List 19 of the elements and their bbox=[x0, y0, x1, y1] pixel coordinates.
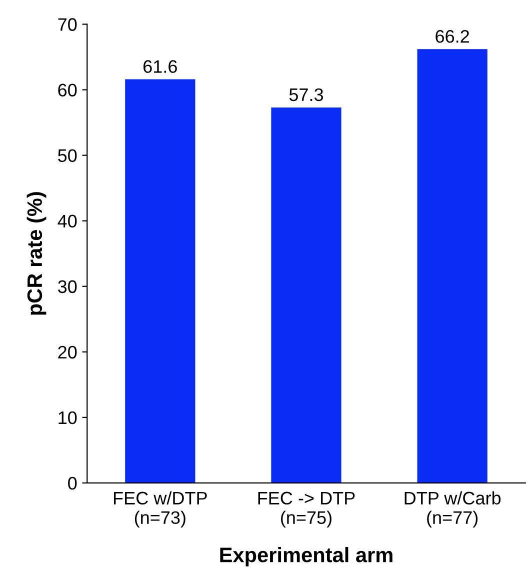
bar bbox=[417, 49, 488, 483]
y-tick-label: 0 bbox=[68, 476, 77, 490]
x-tick-label: DTP w/Carb (n=77) bbox=[404, 491, 501, 528]
y-tick-label: 10 bbox=[58, 411, 77, 424]
data-label: 57.3 bbox=[289, 88, 324, 102]
bar bbox=[271, 107, 342, 483]
y-axis-title: pCR rate (%) bbox=[26, 192, 46, 315]
y-tick-label: 20 bbox=[58, 346, 77, 359]
x-tick-label: FEC w/DTP (n=73) bbox=[114, 491, 207, 528]
data-label: 61.6 bbox=[144, 60, 177, 73]
y-tick-label: 40 bbox=[58, 214, 77, 228]
data-label: 66.2 bbox=[436, 30, 469, 43]
y-tick-label: 70 bbox=[58, 18, 77, 31]
bar bbox=[125, 79, 196, 483]
x-axis-title: Experimental arm bbox=[220, 547, 392, 566]
y-tick-label: 60 bbox=[58, 84, 77, 96]
y-tick-label: 30 bbox=[58, 280, 77, 294]
y-tick-label: 50 bbox=[58, 149, 77, 162]
x-tick-label: FEC -> DTP (n=75) bbox=[258, 492, 355, 528]
